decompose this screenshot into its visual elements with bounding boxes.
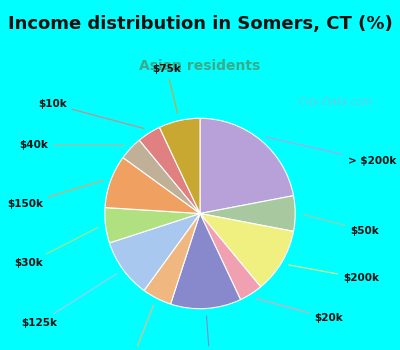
Wedge shape [105, 158, 200, 214]
Text: $50k: $50k [303, 214, 379, 236]
Wedge shape [105, 208, 200, 243]
Text: City-Data.com: City-Data.com [292, 97, 373, 107]
Text: $100k: $100k [192, 316, 228, 350]
Wedge shape [110, 214, 200, 290]
Wedge shape [200, 196, 295, 231]
Text: > $200k: > $200k [266, 137, 396, 166]
Text: $10k: $10k [38, 99, 144, 128]
Text: $20k: $20k [256, 299, 343, 323]
Text: $75k: $75k [152, 64, 181, 113]
Wedge shape [160, 118, 200, 214]
Wedge shape [200, 214, 294, 287]
Text: $40k: $40k [19, 140, 124, 150]
Text: $200k: $200k [289, 265, 379, 283]
Wedge shape [200, 118, 294, 214]
Wedge shape [200, 214, 261, 300]
Text: Income distribution in Somers, CT (%): Income distribution in Somers, CT (%) [8, 14, 392, 33]
Text: Asian residents: Asian residents [139, 58, 261, 72]
Wedge shape [144, 214, 200, 304]
Text: $60k: $60k [119, 305, 154, 350]
Text: $30k: $30k [14, 227, 98, 268]
Text: $125k: $125k [21, 274, 117, 328]
Text: $150k: $150k [7, 181, 103, 209]
Wedge shape [123, 140, 200, 214]
Wedge shape [170, 214, 240, 309]
Wedge shape [139, 127, 200, 214]
